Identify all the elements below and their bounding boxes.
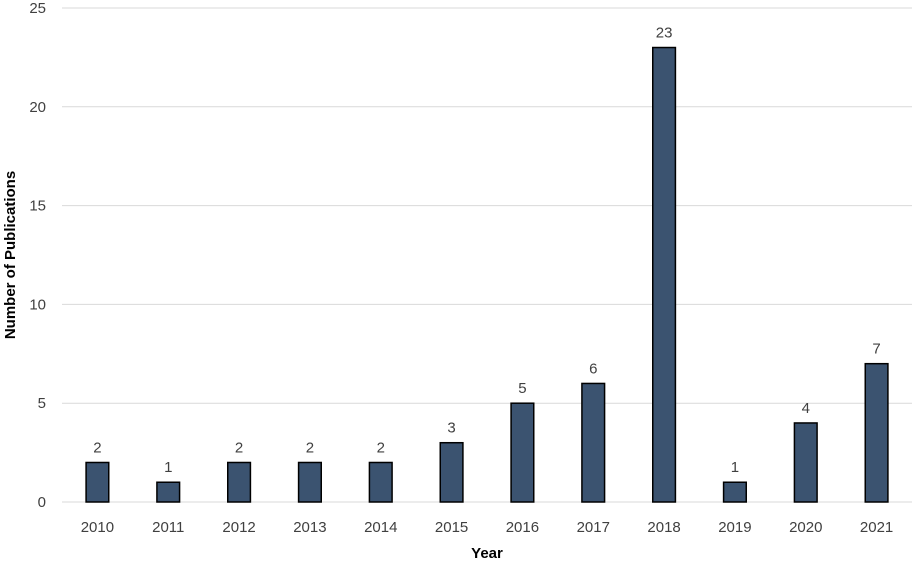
x-tick-label-2021: 2021: [860, 519, 893, 536]
bar-2015: [439, 441, 464, 503]
x-axis-ticks: 2010 2011 2012 2013 2014 2015 2016 2017 2018 2019…: [81, 519, 894, 536]
bar-2011: [156, 481, 181, 503]
x-tick-label-2020: 2020: [789, 519, 822, 536]
y-tick-label: 25: [29, 0, 46, 17]
y-tick-label: 5: [38, 395, 46, 412]
data-label-2013: 2: [306, 439, 314, 456]
x-tick-label-2013: 2013: [293, 519, 326, 536]
x-axis-title: Year: [471, 545, 503, 562]
data-label-2010: 2: [93, 439, 101, 456]
bar-2016: [510, 402, 535, 503]
data-label-2020: 4: [802, 400, 810, 417]
y-axis-ticks: 0 5 10 15 20 25: [29, 0, 46, 511]
x-tick-label-2016: 2016: [506, 519, 539, 536]
x-tick-label-2012: 2012: [222, 519, 255, 536]
bar-2020: [793, 422, 818, 503]
y-axis-title: Number of Publications: [2, 171, 19, 339]
y-tick-label: 0: [38, 494, 46, 511]
bar-2012: [227, 461, 252, 503]
data-label-2018: 23: [656, 25, 673, 42]
x-tick-label-2014: 2014: [364, 519, 397, 536]
data-label-2021: 7: [872, 341, 880, 358]
y-tick-label: 20: [29, 99, 46, 116]
data-label-2011: 1: [164, 459, 172, 476]
bars: [85, 46, 889, 503]
x-tick-label-2018: 2018: [647, 519, 680, 536]
x-tick-label-2017: 2017: [577, 519, 610, 536]
y-tick-label: 10: [29, 296, 46, 313]
bar-2010: [85, 461, 110, 503]
bar-2013: [297, 461, 323, 503]
gridlines: [62, 7, 912, 503]
data-label-2014: 2: [377, 439, 385, 456]
x-tick-label-2010: 2010: [81, 519, 114, 536]
data-label-2019: 1: [731, 459, 739, 476]
y-tick-label: 15: [29, 198, 46, 215]
bar-2017: [581, 382, 606, 503]
bar-2018: [652, 46, 677, 503]
data-label-2017: 6: [589, 360, 597, 377]
bar-2019: [722, 481, 747, 503]
data-label-2015: 3: [447, 420, 455, 437]
x-tick-label-2015: 2015: [435, 519, 468, 536]
x-tick-label-2011: 2011: [152, 519, 184, 536]
x-tick-label-2019: 2019: [718, 519, 751, 536]
bar-2021: [864, 362, 889, 503]
data-label-2012: 2: [235, 439, 243, 456]
bar-2014: [368, 461, 393, 503]
data-label-2016: 5: [518, 380, 526, 397]
